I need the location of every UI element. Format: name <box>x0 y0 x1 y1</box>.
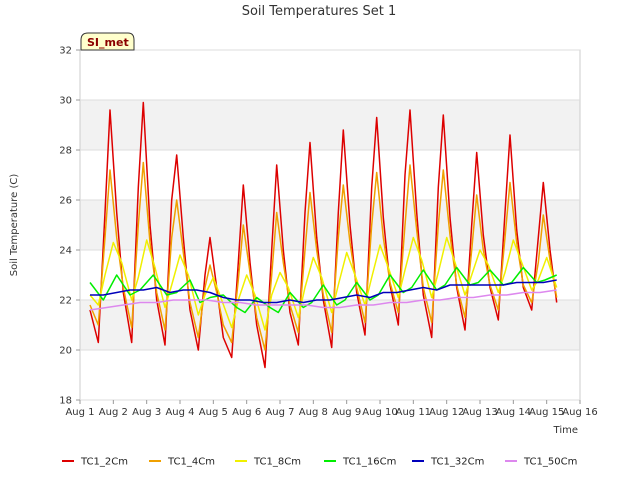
series-line-tc1-16cm <box>89 266 557 314</box>
series-line-tc1-4cm <box>89 161 558 351</box>
y-tick-label: 26 <box>59 196 72 207</box>
series-line-tc1-50cm <box>89 289 557 311</box>
legend: TC1_2Cm TC1_4Cm TC1_8Cm TC1_16Cm TC1_32Cm TC1… <box>62 457 577 468</box>
x-tick-label: Aug 14 <box>496 407 531 418</box>
background-band <box>80 200 580 250</box>
series-line-tc1-32cm <box>90 279 557 304</box>
x-tick-label: Aug 3 <box>132 407 161 418</box>
y-tick-label: 20 <box>59 346 72 357</box>
legend-item: TC1_32Cm <box>412 457 484 468</box>
background-bands <box>80 50 580 400</box>
y-axis-ticks: 18 20 22 24 26 28 30 32 <box>59 46 80 407</box>
y-tick-label: 30 <box>59 96 72 107</box>
badge-label: SI_met <box>87 36 129 49</box>
x-tick-label: Aug 9 <box>332 407 361 418</box>
x-axis-title: Time <box>553 425 578 436</box>
legend-label: TC1_50Cm <box>523 457 577 468</box>
y-axis-title: Soil Temperature (C) <box>9 174 20 277</box>
x-tick-label: Aug 11 <box>396 407 431 418</box>
x-tick-label: Aug 12 <box>429 407 464 418</box>
legend-item: TC1_4Cm <box>149 457 215 468</box>
station-badge: SI_met <box>80 32 135 51</box>
y-tick-label: 18 <box>59 396 72 407</box>
y-tick-label: 22 <box>59 296 72 307</box>
y-tick-label: 24 <box>59 246 72 257</box>
background-band <box>80 250 580 300</box>
background-band <box>80 100 580 150</box>
legend-label: TC1_8Cm <box>253 457 301 468</box>
x-axis-ticks: Aug 1 Aug 2 Aug 3 Aug 4 Aug 5 Aug 6 Aug 7 Aug 8… <box>65 400 598 418</box>
y-tick-label: 32 <box>59 46 72 57</box>
legend-label: TC1_32Cm <box>430 457 484 468</box>
x-tick-label: Aug 4 <box>165 407 194 418</box>
x-tick-label: Aug 16 <box>562 407 597 418</box>
legend-item: TC1_50Cm <box>505 457 577 468</box>
x-tick-label: Aug 2 <box>99 407 128 418</box>
x-tick-label: Aug 8 <box>299 407 328 418</box>
legend-label: TC1_2Cm <box>80 457 128 468</box>
x-tick-label: Aug 15 <box>529 407 564 418</box>
legend-item: TC1_8Cm <box>235 457 301 468</box>
badge-background <box>80 32 135 51</box>
x-tick-label: Aug 7 <box>265 407 294 418</box>
x-tick-label: Aug 13 <box>462 407 497 418</box>
background-band <box>80 150 580 200</box>
background-band <box>80 50 580 100</box>
x-tick-label: Aug 10 <box>362 407 397 418</box>
series-line-tc1-8cm <box>89 236 558 331</box>
background-band <box>80 350 580 400</box>
legend-item: TC1_16Cm <box>324 457 396 468</box>
series-lines <box>89 101 558 369</box>
x-tick-label: Aug 6 <box>232 407 261 418</box>
legend-label: TC1_4Cm <box>167 457 215 468</box>
y-tick-label: 28 <box>59 146 72 157</box>
x-tick-label: Aug 5 <box>199 407 228 418</box>
legend-item: TC1_2Cm <box>62 457 128 468</box>
legend-label: TC1_16Cm <box>342 457 396 468</box>
x-tick-label: Aug 1 <box>65 407 94 418</box>
chart-title: Soil Temperatures Set 1 <box>242 4 397 19</box>
